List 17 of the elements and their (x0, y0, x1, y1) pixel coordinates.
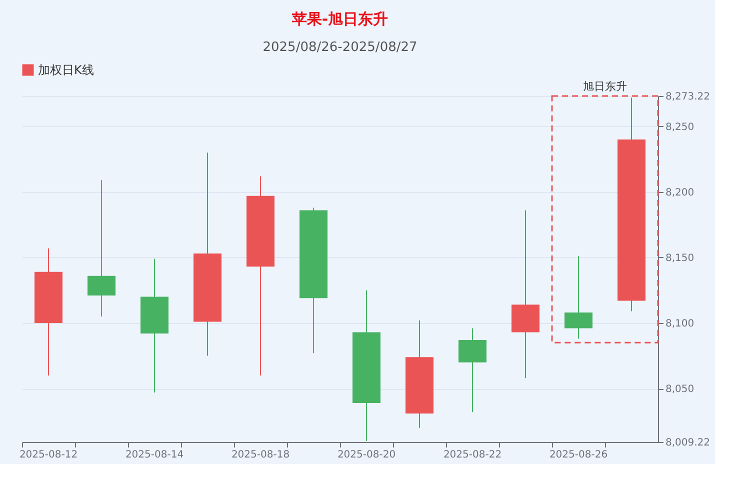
x-tick-label: 2025-08-20 (337, 450, 396, 460)
y-tick-label: 8,250 (666, 122, 694, 133)
legend-label: 加权日K线 (38, 63, 94, 77)
y-tick-label: 8,050 (666, 384, 694, 396)
chart-title: 苹果-旭日东升 (290, 10, 388, 28)
x-tick-label: 2025-08-22 (443, 450, 502, 460)
y-tick-label: 8,009.22 (666, 438, 710, 448)
y-tick-label: 8,150 (666, 252, 694, 264)
y-tick-label: 8,273.22 (666, 92, 710, 102)
text: 旭日东升 (583, 80, 627, 93)
x-tick-label: 2025-08-12 (19, 450, 78, 460)
x-tick-label: 2025-08-14 (125, 450, 184, 460)
chart-subtitle: 2025/08/26-2025/08/27 (262, 40, 418, 55)
y-tick-label: 8,200 (666, 187, 694, 198)
x-tick-label: 2025-08-18 (231, 450, 290, 460)
x-tick-label: 2025-08-26 (549, 450, 608, 460)
y-tick-label: 8,100 (666, 318, 694, 330)
